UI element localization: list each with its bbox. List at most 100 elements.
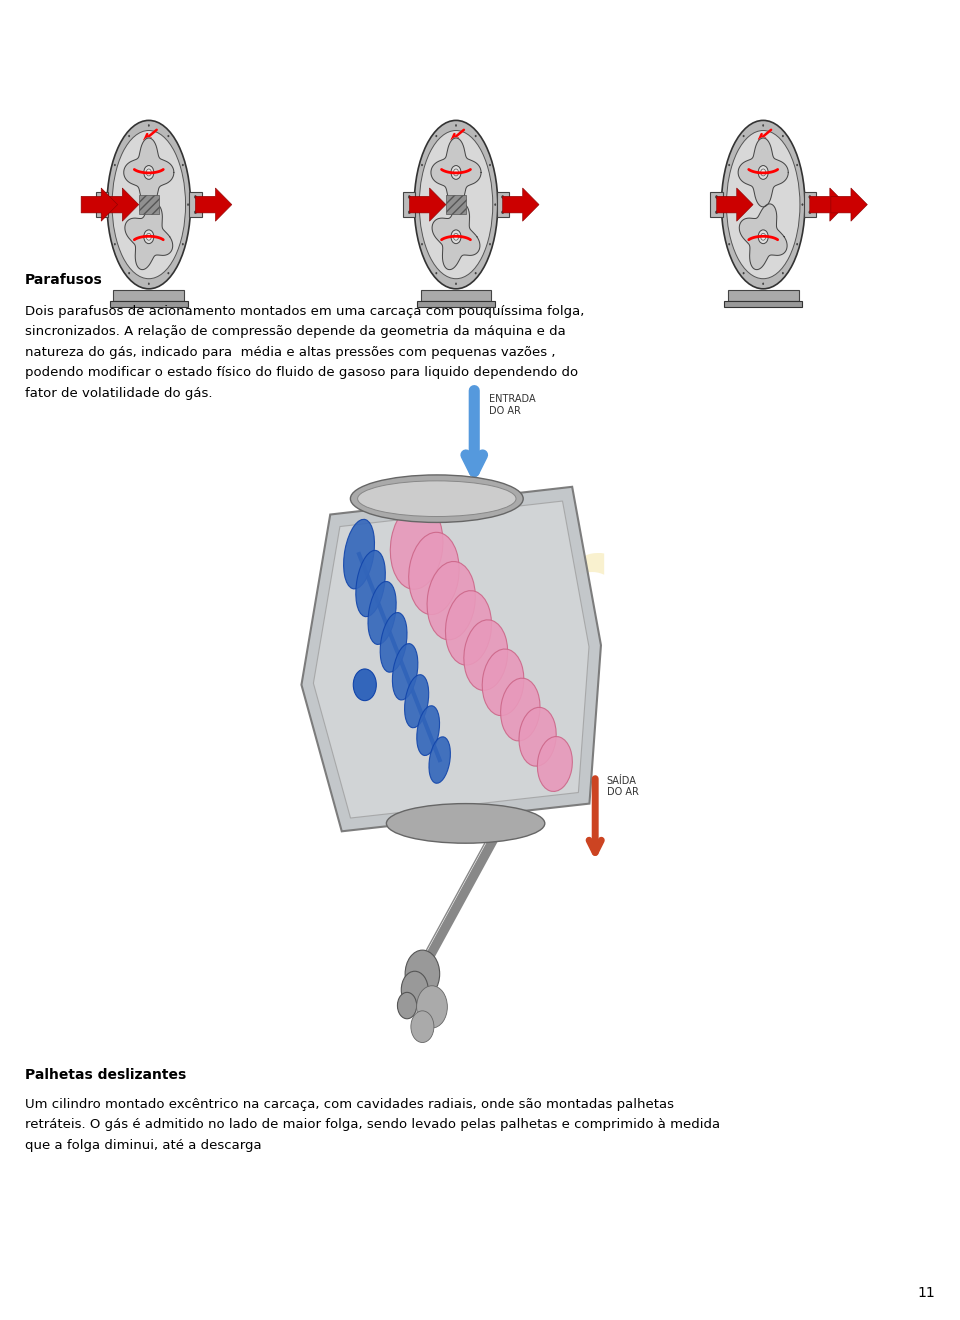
- Polygon shape: [716, 187, 754, 222]
- Circle shape: [405, 950, 440, 998]
- FancyBboxPatch shape: [728, 290, 799, 301]
- Circle shape: [182, 164, 183, 166]
- Circle shape: [760, 169, 766, 176]
- Ellipse shape: [380, 612, 407, 672]
- Circle shape: [436, 272, 437, 275]
- Circle shape: [397, 993, 417, 1019]
- Ellipse shape: [344, 519, 374, 589]
- FancyBboxPatch shape: [109, 301, 188, 308]
- Circle shape: [797, 243, 798, 246]
- Polygon shape: [81, 187, 117, 222]
- Ellipse shape: [722, 120, 804, 289]
- Ellipse shape: [112, 131, 185, 279]
- Circle shape: [168, 272, 169, 275]
- Ellipse shape: [350, 475, 523, 523]
- Polygon shape: [124, 139, 174, 207]
- Circle shape: [475, 135, 476, 137]
- FancyBboxPatch shape: [403, 193, 416, 216]
- Text: dar: dar: [356, 527, 604, 653]
- Ellipse shape: [404, 675, 429, 727]
- Circle shape: [797, 164, 798, 166]
- Ellipse shape: [429, 737, 450, 783]
- Ellipse shape: [464, 620, 508, 690]
- Ellipse shape: [386, 804, 544, 843]
- Circle shape: [129, 272, 130, 275]
- Circle shape: [762, 124, 764, 127]
- Polygon shape: [196, 187, 232, 222]
- FancyBboxPatch shape: [446, 195, 466, 214]
- Polygon shape: [503, 187, 540, 222]
- Circle shape: [809, 195, 811, 198]
- Circle shape: [146, 234, 152, 240]
- Text: podendo modificar o estado físico do fluido de gasoso para liquido dependendo do: podendo modificar o estado físico do flu…: [25, 367, 578, 379]
- Circle shape: [408, 195, 410, 198]
- Circle shape: [453, 234, 459, 240]
- Circle shape: [146, 169, 152, 176]
- Text: ENTRADA
DO AR: ENTRADA DO AR: [489, 395, 536, 416]
- Ellipse shape: [727, 131, 800, 279]
- Polygon shape: [409, 187, 445, 222]
- Circle shape: [144, 230, 154, 244]
- Ellipse shape: [409, 532, 459, 615]
- Text: SAÍDA
DO AR: SAÍDA DO AR: [607, 776, 638, 797]
- FancyBboxPatch shape: [710, 193, 723, 216]
- Circle shape: [101, 211, 103, 214]
- Circle shape: [715, 211, 717, 214]
- Text: que a folga diminui, até a descarga: que a folga diminui, até a descarga: [25, 1139, 262, 1152]
- Circle shape: [502, 195, 504, 198]
- Circle shape: [411, 1011, 434, 1043]
- FancyBboxPatch shape: [96, 193, 108, 216]
- Polygon shape: [738, 139, 788, 207]
- Polygon shape: [301, 487, 601, 832]
- Circle shape: [802, 203, 804, 206]
- Circle shape: [436, 135, 437, 137]
- Circle shape: [490, 243, 491, 246]
- Circle shape: [421, 164, 422, 166]
- Text: Parafusos: Parafusos: [25, 273, 103, 286]
- Circle shape: [353, 669, 376, 701]
- Circle shape: [101, 195, 103, 198]
- Circle shape: [182, 243, 183, 246]
- Circle shape: [490, 164, 491, 166]
- Circle shape: [451, 165, 461, 180]
- Text: sincronizados. A relação de compressão depende da geometria da máquina e da: sincronizados. A relação de compressão d…: [25, 326, 565, 338]
- Circle shape: [148, 282, 150, 285]
- Text: Um cilindro montado excêntrico na carcaça, com cavidades radiais, onde são monta: Um cilindro montado excêntrico na carcaç…: [25, 1098, 674, 1111]
- Circle shape: [475, 272, 476, 275]
- Circle shape: [729, 164, 730, 166]
- FancyBboxPatch shape: [420, 290, 492, 301]
- Circle shape: [129, 135, 130, 137]
- Circle shape: [494, 203, 496, 206]
- Circle shape: [144, 165, 154, 180]
- Text: fator de volatilidade do gás.: fator de volatilidade do gás.: [25, 387, 212, 400]
- Ellipse shape: [417, 706, 440, 755]
- FancyBboxPatch shape: [113, 290, 184, 301]
- Circle shape: [453, 169, 459, 176]
- Circle shape: [114, 164, 115, 166]
- Ellipse shape: [108, 120, 190, 289]
- Ellipse shape: [538, 737, 572, 792]
- Text: Dois parafusos de acionamento montados em uma carcaça com pouquíssima folga,: Dois parafusos de acionamento montados e…: [25, 305, 585, 318]
- Circle shape: [108, 203, 110, 206]
- Circle shape: [416, 203, 418, 206]
- Circle shape: [401, 972, 428, 1008]
- FancyBboxPatch shape: [417, 301, 495, 308]
- Circle shape: [762, 282, 764, 285]
- Circle shape: [729, 243, 730, 246]
- Circle shape: [187, 203, 189, 206]
- Circle shape: [195, 195, 197, 198]
- Circle shape: [723, 203, 725, 206]
- Circle shape: [455, 124, 457, 127]
- Circle shape: [809, 211, 811, 214]
- Ellipse shape: [391, 503, 443, 589]
- Polygon shape: [830, 187, 868, 222]
- Ellipse shape: [368, 581, 396, 644]
- Circle shape: [408, 211, 410, 214]
- Polygon shape: [102, 187, 138, 222]
- Text: 11: 11: [917, 1286, 935, 1300]
- Circle shape: [421, 243, 422, 246]
- Ellipse shape: [420, 131, 492, 279]
- Circle shape: [168, 135, 169, 137]
- FancyBboxPatch shape: [496, 193, 509, 216]
- Text: Palhetas deslizantes: Palhetas deslizantes: [25, 1068, 186, 1082]
